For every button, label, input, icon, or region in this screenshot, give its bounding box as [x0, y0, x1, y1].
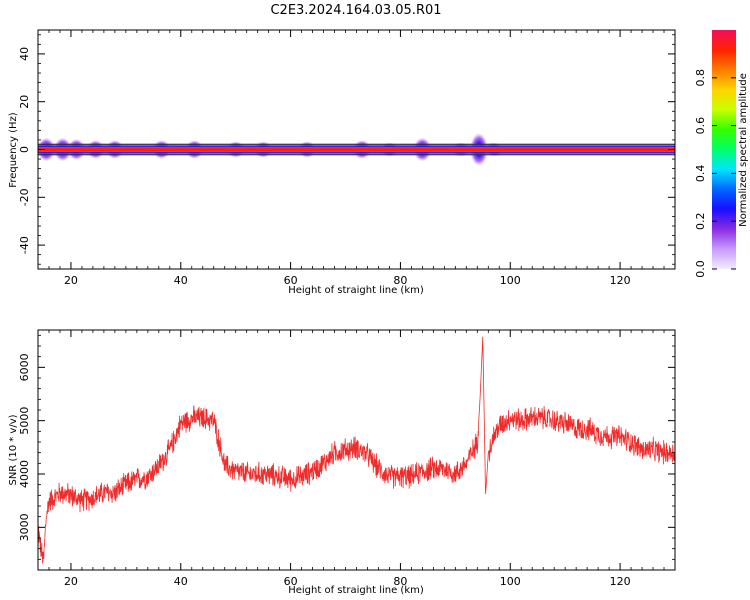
- spectrogram-y-tick-label: 40: [18, 47, 31, 61]
- spectrogram-y-ticks: -40 -20 0 20 40: [18, 34, 675, 265]
- snr-panel: 20 40 60 80 100 120 3000 4000 5000 6000 Height o…: [8, 329, 676, 596]
- figure-title: C2E3.2024.164.03.05.R01: [270, 3, 441, 18]
- spectrogram-x-ticks: 20 40 60 80 100 120: [37, 30, 676, 287]
- colorbar: 0.0 0.2 0.4 0.6 0.8 Normalized spectral ampl…: [694, 30, 749, 278]
- colorbar-tick-label: 0.2: [694, 212, 707, 230]
- colorbar-tick-label: 0.6: [694, 117, 707, 135]
- snr-x-ticks: 20 40 60 80 100 120: [37, 330, 676, 588]
- snr-y-tick-label: 3000: [18, 513, 31, 541]
- spectrogram-x-tick-label: 40: [174, 274, 188, 287]
- snr-x-tick-label: 120: [610, 575, 631, 588]
- spectrogram-x-tick-label: 20: [64, 274, 78, 287]
- spectrogram-x-tick-label: 80: [393, 274, 407, 287]
- spectrogram-x-tick-label: 100: [500, 274, 521, 287]
- colorbar-tick-label: 0.0: [694, 260, 707, 278]
- snr-x-tick-label: 80: [393, 575, 407, 588]
- colorbar-ticks: 0.0 0.2 0.4 0.6 0.8: [694, 69, 736, 278]
- spectrogram-x-tick-label: 120: [610, 274, 631, 287]
- snr-series-line: [38, 336, 675, 564]
- snr-x-axis-label: Height of straight line (km): [288, 585, 424, 596]
- colorbar-tick-label: 0.8: [694, 69, 707, 87]
- spectrogram-x-tick-label: 60: [284, 274, 298, 287]
- snr-y-axis-label: SNR (10 * v/v): [8, 414, 19, 485]
- snr-y-tick-label: 6000: [18, 353, 31, 381]
- snr-y-ticks: 3000 4000 5000 6000: [18, 334, 675, 571]
- spectrogram-panel: 20 40 60 80 100 120 -40 -20 0 20 40 Height of str…: [8, 29, 676, 296]
- snr-x-tick-label: 100: [500, 575, 521, 588]
- colorbar-label: Normalized spectral amplitude: [738, 73, 749, 227]
- snr-y-tick-label: 4000: [18, 460, 31, 488]
- spectrogram-y-axis-label: Frequency (Hz): [8, 112, 19, 188]
- spectrogram-y-tick-label: -20: [18, 188, 31, 206]
- spectrogram-plot-area: [38, 132, 675, 167]
- snr-y-tick-label: 5000: [18, 407, 31, 435]
- spectrogram-y-tick-label: 20: [18, 95, 31, 109]
- spectrogram-y-tick-label: -40: [18, 236, 31, 254]
- spectrogram-core-line: [38, 148, 675, 151]
- spectrogram-x-axis-label: Height of straight line (km): [288, 285, 424, 296]
- colorbar-tick-label: 0.4: [694, 165, 707, 183]
- spectrogram-y-tick-label: 0: [18, 146, 31, 153]
- snr-x-tick-label: 60: [284, 575, 298, 588]
- snr-x-tick-label: 40: [174, 575, 188, 588]
- snr-x-tick-label: 20: [64, 575, 78, 588]
- colorbar-gradient: [712, 30, 736, 269]
